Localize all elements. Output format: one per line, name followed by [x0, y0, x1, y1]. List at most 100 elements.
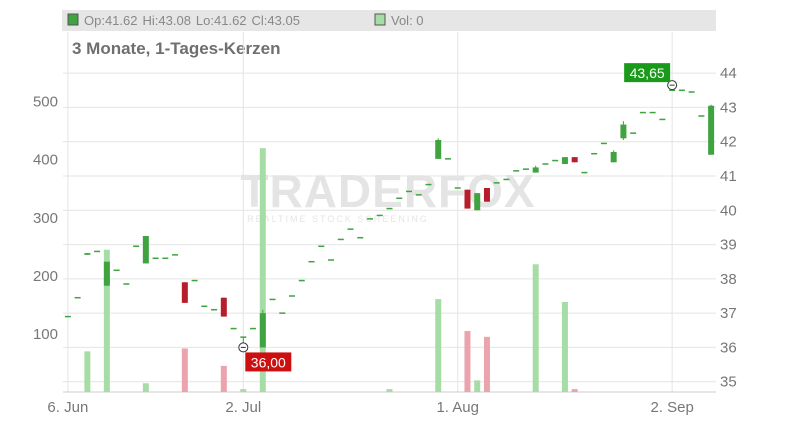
candle	[464, 189, 471, 209]
candle	[405, 190, 412, 193]
candle-body	[289, 295, 296, 297]
volume-bar	[220, 365, 227, 392]
candle-body	[94, 250, 101, 253]
candle	[162, 257, 169, 260]
volume-bar	[240, 389, 247, 392]
candle-body	[376, 214, 383, 217]
candle-body	[581, 171, 588, 174]
candle-body	[318, 245, 325, 248]
y-price-tick-label: 41	[720, 168, 737, 185]
candle	[659, 118, 666, 121]
volume-bar	[532, 264, 539, 392]
candle-body	[552, 159, 559, 162]
candle-body	[620, 124, 627, 139]
candle-body	[357, 236, 364, 239]
volume-bar	[386, 389, 393, 392]
candle	[201, 305, 208, 308]
candle	[542, 163, 549, 165]
candle-body	[600, 142, 607, 145]
candle	[454, 187, 461, 189]
high-annotation-box	[624, 63, 671, 83]
candle	[230, 327, 237, 330]
candle-body	[444, 158, 451, 160]
candle-body	[522, 168, 529, 170]
candle	[552, 159, 559, 162]
candle	[581, 171, 588, 174]
candle	[142, 236, 149, 264]
y-volume-tick-label: 300	[33, 210, 58, 227]
header-bar	[62, 10, 716, 31]
candle	[94, 250, 101, 253]
low-annotation-label: 36,00	[251, 354, 286, 370]
candle-body	[84, 253, 91, 255]
candle-body	[113, 269, 120, 272]
y-price-tick-label: 38	[720, 271, 737, 288]
candle-body	[328, 259, 335, 261]
candle-body	[162, 257, 169, 260]
candle	[191, 279, 198, 282]
volume-bar	[259, 148, 266, 392]
high-value: Hi:43.08	[143, 13, 191, 28]
y-price-tick-label: 42	[720, 134, 737, 151]
candle	[289, 295, 296, 297]
low-annotation-box	[245, 352, 292, 372]
candle-body	[386, 207, 393, 210]
high-annotation-label: 43,65	[630, 65, 665, 81]
candle-body	[405, 190, 412, 193]
y-volume-tick-label: 100	[33, 326, 58, 343]
candle-body	[435, 140, 442, 159]
volume-legend-swatch	[374, 13, 386, 26]
candle	[279, 312, 286, 314]
candle	[220, 297, 227, 317]
volume-bar	[464, 331, 471, 392]
candle	[211, 308, 218, 311]
candle-body	[542, 163, 549, 165]
candle	[425, 183, 432, 186]
x-tick-label: 1. Aug	[436, 399, 479, 416]
candle-body	[259, 313, 266, 348]
candle-body	[191, 279, 198, 282]
y-volume-tick-label: 200	[33, 268, 58, 285]
candle	[269, 298, 276, 301]
volume-bar	[474, 380, 481, 392]
candle-body	[220, 297, 227, 317]
candle	[123, 283, 130, 285]
candle-body	[367, 218, 374, 220]
header-ohlc: Op:41.62 Hi:43.08 Lo:41.62 Cl:43.05	[84, 13, 300, 28]
candle	[649, 111, 656, 114]
x-tick-label: 2. Jul	[225, 399, 261, 416]
candle-body	[133, 245, 140, 248]
candle	[415, 194, 422, 196]
candle	[483, 188, 490, 202]
candle	[698, 115, 705, 117]
candle	[444, 158, 451, 160]
candle-body	[493, 182, 500, 184]
candle-body	[152, 257, 159, 260]
traderfox-watermark: TRADERFOX REALTIME STOCK SCREENING	[240, 165, 534, 224]
candle	[571, 157, 578, 163]
candle-body	[669, 89, 676, 92]
candle-body	[561, 157, 568, 164]
candle	[172, 254, 179, 256]
candle	[318, 245, 325, 248]
header-volume: Vol: 0	[391, 13, 424, 28]
candle-body	[211, 308, 218, 311]
candle-body	[396, 197, 403, 200]
y-price-tick-label: 44	[720, 65, 737, 82]
candle-body	[308, 260, 315, 263]
candle-body	[298, 279, 305, 282]
candle	[513, 170, 520, 172]
candle-body	[649, 111, 656, 114]
candle-body	[474, 193, 481, 211]
candle	[503, 178, 510, 181]
candle-body	[74, 296, 81, 299]
candle	[561, 157, 568, 164]
watermark-tagline: REALTIME STOCK SCREENING	[247, 214, 429, 224]
candle-body	[425, 183, 432, 186]
volume-bar	[181, 348, 188, 392]
candle	[298, 279, 305, 282]
volume-bar	[142, 383, 149, 392]
candle-body	[630, 132, 637, 134]
candle-body	[610, 152, 617, 163]
